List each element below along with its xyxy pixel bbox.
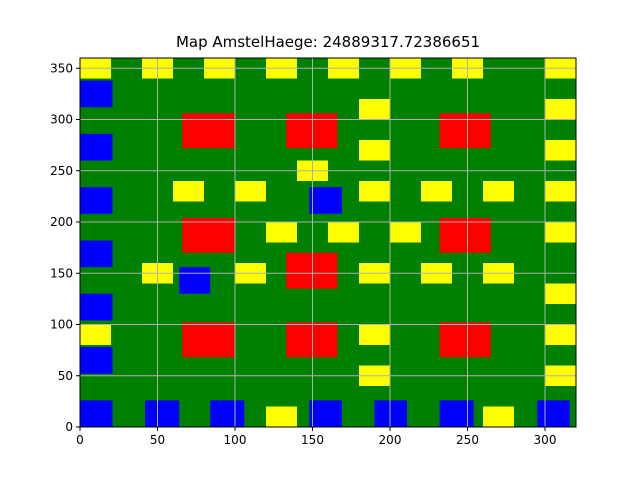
x-tick-label: 100 [224,433,247,447]
house-small-cell [328,222,359,243]
house-small-cell [235,181,266,202]
y-tick-label: 250 [50,164,73,178]
water-cell [80,187,113,214]
plot-frame [79,57,577,428]
chart-title: Map AmstelHaege: 24889317.72386651 [175,33,481,51]
house-small-cell [359,140,390,161]
water-cell [80,400,113,427]
house-small-cell [545,324,576,345]
y-tick-label: 50 [58,369,73,383]
house-small-cell [545,99,576,120]
x-tick-label: 200 [379,433,402,447]
house-large-cell [439,217,491,253]
water-cell [210,400,245,427]
water-cell [537,400,570,427]
house-large-cell [182,322,235,358]
water-cell [309,187,342,214]
house-small-cell [545,283,576,304]
water-cell [145,400,180,427]
x-tick-label: 0 [76,433,84,447]
house-small-cell [545,222,576,243]
house-small-cell [483,406,514,427]
y-tick-label: 150 [50,266,73,280]
water-cell [374,400,408,427]
house-large-cell [286,252,338,289]
axes: 0 50 100 150 200 250 300 0 50 100 150 200 250 300 350 [50,57,577,447]
house-large-cell [286,113,338,149]
house-small-cell [545,181,576,202]
house-small-cell [359,324,390,345]
x-tick-label: 300 [534,433,557,447]
house-large-cell [182,217,235,253]
house-small-cell [266,222,297,243]
y-tick-label: 100 [50,318,73,332]
water-cell [309,400,342,427]
house-small-cell [359,181,390,202]
x-tick-label: 250 [456,433,479,447]
house-large-cell [286,322,338,358]
x-tick-label: 150 [301,433,324,447]
house-large-cell [439,322,491,358]
house-small-cell [545,140,576,161]
water-cell [80,133,113,161]
house-small-cell [80,324,111,345]
house-small-cell [359,99,390,120]
y-tick-label: 200 [50,215,73,229]
water-cell [80,80,113,108]
water-cell [439,400,474,427]
y-tick-label: 0 [65,420,73,434]
house-large-cell [439,113,491,149]
house-small-cell [173,181,204,202]
house-small-cell [483,181,514,202]
house-small-cell [266,406,297,427]
y-tick-label: 300 [50,113,73,127]
gridlines [79,58,576,428]
house-large-cell [182,113,235,149]
y-tick-label: 350 [50,61,73,75]
house-small-cell [390,222,421,243]
water-cell [80,347,113,374]
house-small-cell [421,181,452,202]
water-cell [179,267,211,294]
water-cell [80,293,113,321]
water-cell [80,240,113,268]
x-tick-label: 50 [150,433,165,447]
